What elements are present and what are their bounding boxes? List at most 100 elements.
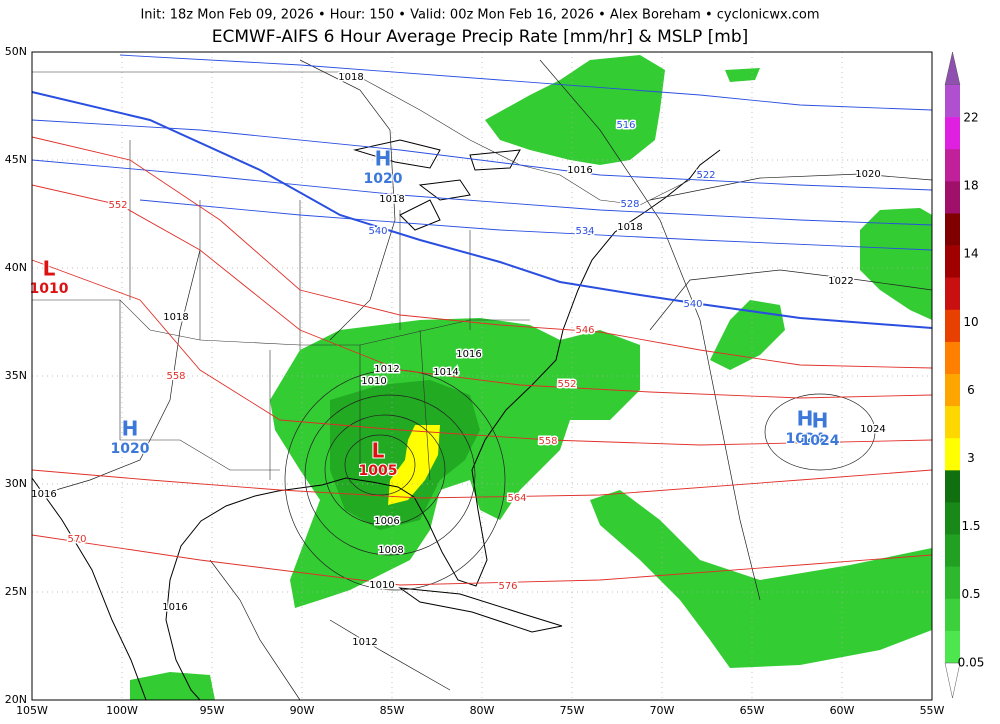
lon-label: 55W [920,704,945,717]
center-letter: H [812,409,829,433]
lon-label: 80W [470,704,495,717]
thickness-line [31,469,933,499]
center-letter: L [372,439,385,463]
isobar-label: 1016 [567,165,592,176]
lon-label: 105W [16,704,48,717]
colorbar-label: 1.5 [961,519,980,533]
lat-label: 40N [5,261,27,274]
isobar-label: 1022 [828,276,853,287]
isobar-label: 1016 [162,602,187,613]
isobar-label: 1016 [456,349,481,360]
isobar-label: 1024 [860,424,885,435]
isobar [324,414,446,526]
header-info: Init: 18z Mon Feb 09, 2026 • Hour: 150 •… [140,8,819,23]
lat-label: 30N [5,477,27,490]
thickness-label: 558 [538,436,557,447]
thickness-line [31,119,933,191]
coastline [165,149,721,701]
colorbar-segment [945,502,960,535]
lon-label: 100W [106,704,138,717]
colorbar-segment [945,534,960,567]
precip-area [590,490,932,668]
colorbar-extend [944,51,961,86]
isobar-label: 1014 [433,367,458,378]
coastlines [31,71,721,701]
border [32,71,691,481]
center-pressure: 1024 [786,431,825,447]
coastline [398,587,563,633]
center-letter: H [797,407,814,431]
graticule [32,52,932,700]
map-labels: 1018 1016 1018 1018 1020 1022 1018 1016 1012 1014… [29,71,888,650]
thickness-line [31,159,933,226]
center-letter: H [375,147,392,171]
thickness-line [31,534,933,586]
isobar-label: 1018 [617,222,642,233]
colorbar-segment [945,149,960,182]
lat-label: 35N [5,369,27,382]
thickness-label: 534 [575,226,594,237]
thickness-label: 540 [368,226,387,237]
center-pressure: 1010 [30,281,69,297]
thickness-label: 546 [575,325,594,336]
thickness-label: 552 [108,200,127,211]
colorbar-segment [945,630,960,664]
isobar-label: 1012 [374,364,399,375]
thickness-line [31,184,933,399]
lat-label: 25N [5,585,27,598]
isobar [344,434,416,496]
colorbar-label: 22 [963,111,978,125]
colorbar-label: 14 [963,247,978,261]
coastline [353,139,521,231]
thickness-lines [31,54,933,586]
center-pressure: 1020 [111,441,150,457]
colorbar-segments [945,85,960,664]
center-pressure: 1005 [359,463,398,479]
colorbar-label: 6 [967,383,975,397]
thickness-label: 522 [696,170,715,181]
lat-label: 50N [5,45,27,58]
colorbar-segment [945,309,960,343]
isobar-label: 1012 [352,637,377,648]
colorbar-label: 0.05 [958,655,985,669]
thickness-label: 540 [683,299,702,310]
colorbar-segment [945,470,960,503]
thickness-label: 558 [166,371,185,382]
map: 1018 1016 1018 1018 1020 1022 1018 1016 1012 1014… [29,51,933,701]
thickness-label: 528 [620,199,639,210]
thickness-line [31,259,933,446]
colorbar-label: 10 [963,315,978,329]
thickness-label: 576 [498,581,517,592]
lon-label: 60W [830,704,855,717]
colorbar-segment [945,181,960,214]
isobar-label: 1018 [338,72,363,83]
isobar [284,369,506,591]
isobar [31,59,933,701]
colorbar-segment [945,85,960,118]
isobar-label: 1010 [361,376,386,387]
precip-area [860,208,932,320]
precip-area [710,300,785,370]
isobar-label: 1006 [374,516,399,527]
thickness-line [119,54,933,111]
lat-label: 45N [5,153,27,166]
colorbar-segment [945,245,960,278]
map-frame [31,51,933,701]
colorbar-label: 0.5 [961,587,980,601]
isobar-label: 1008 [378,545,403,556]
isobar [764,393,876,471]
center-letter: L [43,257,56,281]
colorbar-segment [945,277,960,311]
colorbar-segment [945,341,960,375]
thickness-label: 552 [557,379,576,390]
colorbar-segment [945,213,960,246]
colorbar [944,51,961,699]
isobar-label: 1018 [163,312,188,323]
lon-label: 85W [380,704,405,717]
isobar-label: 1010 [369,580,394,591]
lon-label: 75W [560,704,585,717]
isobar [304,394,476,556]
coastline [31,477,147,701]
colorbar-label: 3 [967,451,975,465]
